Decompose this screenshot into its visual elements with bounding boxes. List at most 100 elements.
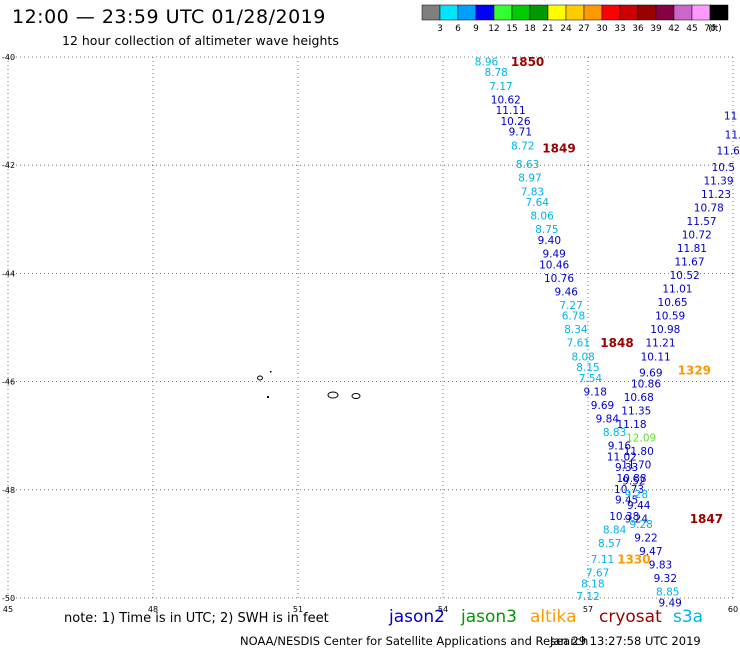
colorbar-swatch (709, 4, 729, 21)
x-tick-label: 60 (728, 605, 738, 614)
footer-timestamp: Jan 29 13:27:58 UTC 2019 (550, 634, 701, 648)
colorbar-tick-label: 15 (506, 24, 517, 34)
colorbar-tick-label: 45 (686, 24, 697, 34)
swh-value-label: 11.02 (607, 451, 637, 463)
swh-value-label: 10.11 (641, 351, 671, 363)
colorbar-tick-label: 30 (596, 24, 608, 34)
swh-value-label: 8.83 (603, 427, 626, 439)
swh-value-label: 9.49 (658, 597, 681, 609)
swh-value-label: 7.27 (559, 300, 582, 312)
swh-value-label: 9.22 (634, 532, 657, 544)
swh-value-label: 11.21 (645, 338, 675, 350)
y-tick-label: -40 (2, 53, 15, 62)
swh-value-label: 11.39 (703, 175, 733, 187)
island-outline (270, 371, 272, 373)
swh-value-label: 8.96 (475, 56, 499, 68)
swh-value-label: 8.75 (535, 224, 558, 236)
swh-value-label: 10.38 (609, 511, 639, 523)
swh-value-label: 10.68 (624, 392, 654, 404)
swh-value-label: 9.33 (615, 462, 638, 474)
swh-value-label: 7.61 (567, 338, 590, 350)
swh-value-label: 7.83 (521, 186, 544, 198)
swh-value-label: 10.46 (539, 259, 569, 271)
colorbar: 3 6 9 12 15 18 21 24 27 30 33 36 39 42 45 70(ft) (421, 4, 729, 34)
time-label: 1849 (542, 141, 575, 155)
swh-value-label: 9.18 (584, 386, 607, 398)
swh-value-label: 8.06 (530, 211, 554, 223)
colorbar-tick-label: 12 (488, 24, 499, 34)
swh-value-label: 8.97 (518, 173, 541, 185)
island-outline (351, 393, 361, 399)
credit-footer: NOAA/NESDIS Center for Satellite Applica… (240, 634, 589, 648)
swh-value-label: 7.64 (526, 197, 550, 209)
swh-value-label: 9.84 (596, 413, 620, 425)
legend-note: note: 1) Time is in UTC; 2) SWH is in fe… (64, 611, 329, 626)
colorbar-tick-label: 39 (650, 24, 662, 34)
swh-value-label: 10.73 (614, 484, 644, 496)
swh-value-label: 6.78 (562, 311, 585, 323)
map-plot: 45 48 51 54 57 60 -40 -42 -44 -46 -48 -50 8.968.78 7.… (2, 53, 740, 614)
colorbar-tick-label: 42 (668, 24, 679, 34)
swh-value-label: 9.83 (649, 560, 672, 572)
colorbar-tick-label: 33 (614, 24, 625, 34)
swh-value-label: 10.72 (682, 230, 712, 242)
y-tick-label: -48 (2, 486, 15, 495)
colorbar-tick-label: 21 (542, 24, 553, 34)
swh-value-label: 11.57 (687, 216, 717, 228)
y-tick-label: -42 (2, 161, 15, 170)
time-label: 1848 (600, 336, 633, 350)
swh-value-label: 11.67 (674, 257, 704, 269)
swh-value-label: 11.6 (716, 146, 740, 158)
colorbar-tick-label: 27 (578, 24, 589, 34)
page-title: 12:00 — 23:59 UTC 01/28/2019 (12, 6, 326, 28)
swh-value-label: 10.5 (712, 162, 735, 174)
swh-value-label: 8.63 (516, 159, 539, 171)
swh-value-label: 10.86 (631, 378, 661, 390)
swh-value-label: 11.18 (616, 419, 646, 431)
swh-value-label: 9.24 (625, 514, 649, 526)
time-label: 1329 (678, 363, 711, 377)
colorbar-unit-label: (ft) (708, 24, 722, 34)
swh-value-label: 9.52 (622, 476, 645, 488)
swh-value-label: 9.44 (627, 500, 651, 512)
colorbar-tick-label: 9 (473, 24, 479, 34)
legend-altika: altika (530, 607, 577, 627)
time-label: 1330 (617, 553, 650, 567)
island-outline (257, 375, 263, 381)
swh-value-label: 9.71 (509, 127, 532, 139)
y-tick-label: -50 (2, 594, 15, 603)
colorbar-tick-label: 3 (437, 24, 443, 34)
island-outline (327, 391, 339, 399)
swh-value-label: 9.69 (591, 400, 614, 412)
swh-value-label: 10.76 (544, 273, 574, 285)
swh-value-label: 9.40 (538, 235, 561, 247)
island-outline (267, 396, 269, 398)
page-subtitle: 12 hour collection of altimeter wave hei… (62, 33, 339, 48)
swh-value-label: 9.28 (625, 489, 648, 501)
swh-value-label: 12.09 (626, 432, 656, 444)
legend-cryosat: cryosat (599, 607, 662, 627)
x-tick-label: 48 (148, 605, 158, 614)
swh-value-label: 9.28 (629, 519, 652, 531)
swh-value-label: 10.65 (658, 297, 688, 309)
swh-value-label: 11.35 (621, 405, 651, 417)
swh-value-label: 10.52 (670, 270, 700, 282)
swh-value-label: 10.88 (616, 473, 646, 485)
swh-value-label: 11. (725, 129, 740, 141)
swh-value-label: 8.84 (603, 524, 627, 536)
swh-value-label: 11.01 (662, 284, 692, 296)
colorbar-tick-label: 36 (632, 24, 644, 34)
colorbar-tick-label: 18 (524, 24, 536, 34)
swh-value-label: 8.34 (564, 324, 588, 336)
swh-value-label: 9.16 (608, 441, 632, 453)
colorbar-tick-label: 70 (704, 24, 716, 34)
y-tick-label: -46 (2, 378, 15, 387)
legend-jason2: jason2 (389, 607, 445, 627)
swh-value-label: 9.46 (555, 286, 579, 298)
swh-value-label: 7.67 (586, 568, 609, 580)
swh-value-label: 8.08 (571, 351, 594, 363)
x-tick-label: 45 (3, 605, 13, 614)
x-tick-label: 51 (293, 605, 303, 614)
swh-value-label: 9.45 (615, 495, 638, 507)
swh-value-label: 9.69 (639, 367, 662, 379)
